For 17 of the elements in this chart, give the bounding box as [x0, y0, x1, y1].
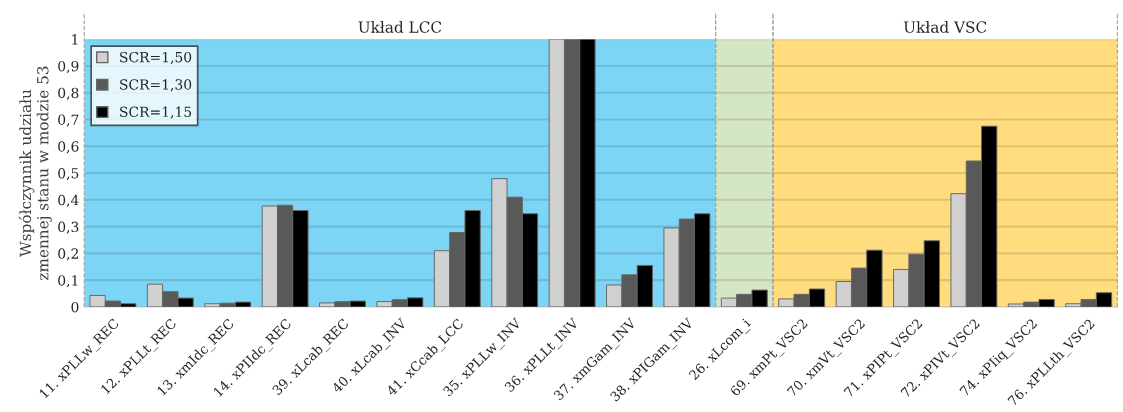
y-tick-label: 0,1 [58, 275, 78, 288]
y-tick-label: 0,3 [58, 221, 79, 234]
y-tick-label: 0,7 [58, 114, 79, 127]
band-label: Układ VSC [903, 21, 987, 33]
y-tick-label: 0,4 [58, 194, 79, 207]
y-tick-label: 0,5 [58, 168, 79, 181]
legend-label: SCR=1,30 [120, 79, 192, 92]
legend-label: SCR=1,15 [120, 106, 192, 119]
y-tick-label: 0,2 [58, 248, 78, 261]
y-tick-label: 0,9 [58, 60, 79, 74]
y-tick-label: 0 [71, 301, 79, 313]
y-tick-label: 0,6 [58, 141, 79, 154]
band-label: Układ LCC [358, 21, 442, 33]
y-axis-title: Współczynnik udziału zmennej stanu w modzie 53 [18, 66, 52, 281]
legend-label: SCR=1,50 [120, 51, 192, 65]
y-tick-label: 1 [72, 34, 78, 45]
y-tick-label: 0,8 [58, 87, 79, 100]
